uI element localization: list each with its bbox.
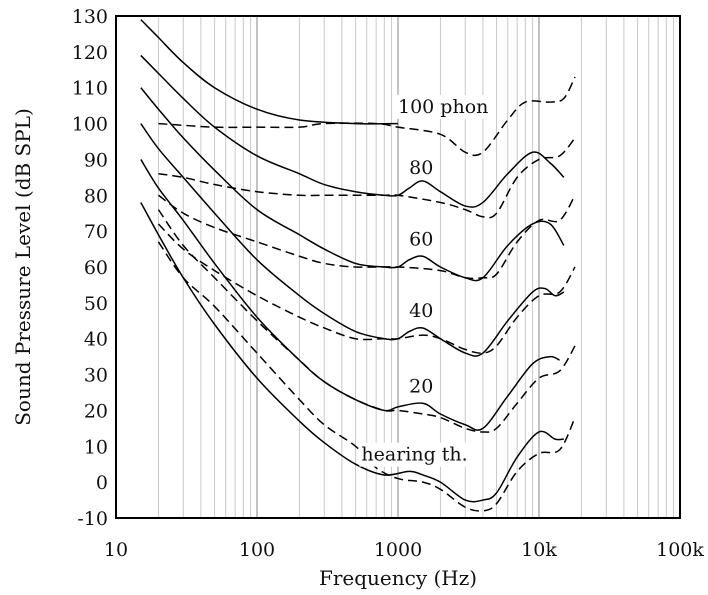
x-tick-label: 100k <box>656 539 704 561</box>
curve-label: 60 <box>409 228 433 250</box>
y-tick-label: 100 <box>72 114 108 136</box>
curve-label-background <box>407 227 436 252</box>
y-tick-label: 80 <box>84 185 108 207</box>
y-tick-label: 60 <box>84 257 108 279</box>
curve-label-background <box>407 299 436 324</box>
curve-label-background <box>396 94 491 119</box>
dashed-curve <box>158 194 576 280</box>
dashed-curve <box>158 76 576 157</box>
solid-curve <box>140 54 565 208</box>
y-tick-label: 120 <box>72 42 108 64</box>
solid-curve <box>140 202 564 503</box>
solid-curve <box>140 159 560 431</box>
plot-frame <box>115 15 681 519</box>
y-axis-title: Sound Pressure Level (dB SPL) <box>11 108 35 426</box>
x-tick-label: 10 <box>104 539 128 561</box>
y-tick-label: 70 <box>84 221 108 243</box>
curve-label-background <box>407 155 436 180</box>
curve-label-background <box>407 374 436 399</box>
x-tick-label: 100 <box>239 539 275 561</box>
y-tick-label: -10 <box>77 508 108 530</box>
curve-label-background <box>359 442 470 467</box>
y-tick-label: 110 <box>72 78 108 100</box>
curve-label: 20 <box>409 376 433 398</box>
x-tick-label: 10k <box>521 539 557 561</box>
x-tick-label: 1000 <box>374 539 422 561</box>
curve-label: hearing th. <box>361 444 467 466</box>
solid-curve <box>140 87 565 282</box>
tick-labels: 10 100 1000 10k 100k130120110100908070605040… <box>72 6 705 561</box>
curve-label: 40 <box>409 300 433 322</box>
dashed-curve <box>157 223 576 354</box>
solid-curve <box>140 19 399 125</box>
y-tick-label: 40 <box>84 329 108 351</box>
y-tick-label: 30 <box>84 365 108 387</box>
dashed-curve <box>158 137 576 219</box>
x-axis-title: Frequency (Hz) <box>319 566 477 590</box>
dashed-curve <box>157 209 576 433</box>
curve-labels: 100 phon 80 60 40 20 hearing th. <box>359 94 491 467</box>
y-tick-label: 90 <box>84 149 108 171</box>
y-tick-label: 20 <box>84 400 108 422</box>
y-tick-label: 10 <box>84 436 108 458</box>
curve-label: 80 <box>409 157 433 179</box>
y-tick-label: 50 <box>84 293 108 315</box>
series-group <box>140 19 576 512</box>
dashed-curve <box>157 241 576 512</box>
solid-curve <box>140 123 565 357</box>
y-tick-label: 130 <box>72 6 108 28</box>
y-tick-label: 0 <box>96 472 108 494</box>
curve-label: 100 phon <box>398 96 488 118</box>
